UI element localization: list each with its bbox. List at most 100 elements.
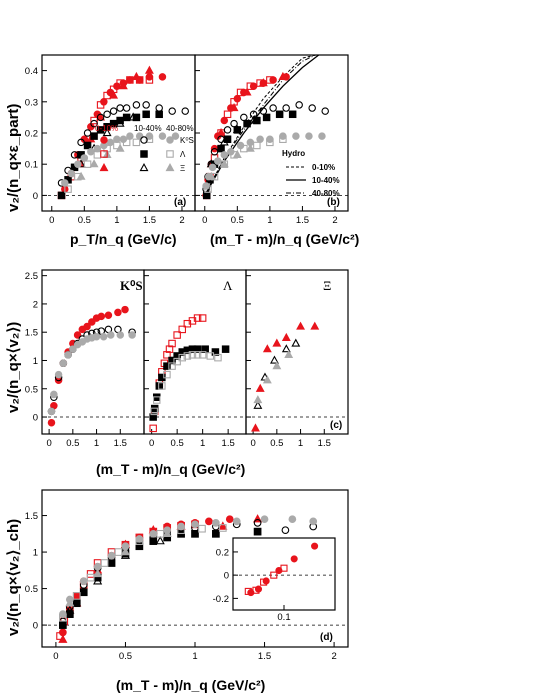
data-point [57,191,66,200]
hydro-curve [204,54,316,196]
panel-b-xlabel: (m_T - m)/n_q (GeV/c²) [210,231,359,247]
data-point [83,129,92,137]
panel-a-data [42,65,195,200]
data-point [262,577,270,585]
data-point [126,132,134,140]
data-point [107,331,115,339]
data-point [83,322,91,331]
data-point [191,529,199,538]
data-point [144,65,154,74]
data-point [135,76,144,84]
data-point [310,321,320,330]
data-point [243,119,251,128]
data-point [311,542,319,550]
x-tick-label: 0 [149,438,154,449]
data-point [266,76,274,84]
data-point [220,116,229,125]
data-point [171,132,180,140]
data-point [149,537,158,545]
data-point [135,535,144,543]
panel-c-label: (c) [330,420,342,431]
data-point [262,344,272,353]
panel-c-data [42,305,348,433]
data-point [229,103,239,112]
panel-a-xlabel: p_T/n_q (GeV/c) [70,231,177,247]
x-tick-label: 1 [94,438,99,449]
data-point [278,71,288,80]
data-point [282,104,290,112]
inset-frame [232,537,336,611]
data-point [87,147,95,156]
data-point [305,132,313,140]
data-point [247,589,255,597]
y-tick-label: 0.3 [25,97,38,108]
data-point [260,515,269,524]
data-point [269,104,277,112]
data-point [131,71,141,80]
legend-marker [99,163,109,172]
inset-data: 0.1 -0.2 0 0.2 [213,542,336,623]
y-tick-label: 1.5 [25,511,38,522]
x-tick-label: 1 [114,215,119,226]
data-point [47,407,56,416]
data-point [193,314,202,322]
y-tick-label: -0.2 [213,594,229,605]
data-point [90,132,98,140]
data-point [135,537,144,545]
legend-marker [100,136,108,144]
data-point [74,160,82,168]
data-point [88,318,96,326]
data-point [103,91,111,100]
y-tick-label: 0.2 [25,129,38,140]
data-point [132,138,141,147]
hydro-curve [204,54,320,196]
x-tick-label: 0 [202,215,207,226]
data-point [114,308,122,317]
data-point [115,118,125,127]
data-point [54,370,63,379]
data-point [262,113,271,122]
data-point [275,566,283,575]
hydro-title: Hydro [282,149,305,158]
y-tick-label: 0.5 [25,584,38,595]
data-point [219,137,229,146]
data-point [128,112,138,121]
data-point [183,352,192,360]
data-point [214,157,222,165]
panel-c1-frame [41,269,145,435]
data-point [65,598,75,607]
data-point [206,352,215,360]
data-point [132,113,141,122]
panel-d-label: (d) [320,632,333,643]
data-point [204,185,212,193]
data-point [318,132,326,140]
data-point [308,104,316,112]
data-point [122,113,131,122]
data-point [290,555,298,563]
data-point [104,311,113,319]
data-point [120,546,131,556]
data-point [126,76,134,84]
data-point [155,382,164,390]
data-point [79,588,88,597]
data-point [221,345,230,353]
data-point [281,332,291,341]
y-tick-label: 0.1 [25,160,38,171]
data-point [67,169,76,178]
data-point [321,107,329,115]
data-point [90,119,98,128]
data-point [61,179,69,187]
data-point [100,559,109,567]
x-tick-label: 0.5 [78,215,91,226]
data-point [258,78,268,87]
bottom-ylabel: v₂/(n_q×⟨v₂⟩_ch) [5,519,22,636]
data-point [201,345,209,353]
legend-cent-10-40: 10-40% [134,124,162,133]
data-point [83,160,92,168]
x-tick-label: 1 [200,438,205,449]
data-point [158,73,167,81]
data-point [142,110,150,119]
data-point [232,124,242,133]
data-point [96,112,106,121]
